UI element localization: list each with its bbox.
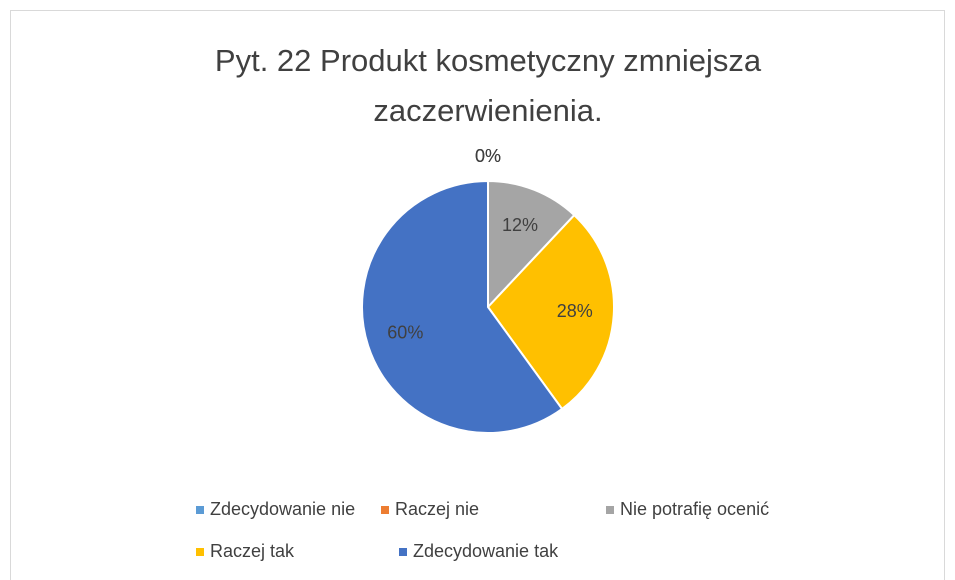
chart-title: zaczerwienienia. [373,93,602,128]
data-label: 28% [557,301,593,321]
data-label: 0% [475,146,501,166]
legend-marker [196,548,204,556]
chart-title: Pyt. 22 Produkt kosmetyczny zmniejsza [215,43,762,78]
legend-label: Raczej nie [395,499,479,519]
legend-label: Zdecydowanie nie [210,499,355,519]
chart-border [10,10,945,580]
legend-label: Zdecydowanie tak [413,541,559,561]
legend-marker [381,506,389,514]
legend-label: Nie potrafię ocenić [620,499,769,519]
legend-marker [196,506,204,514]
data-label: 60% [387,323,423,343]
legend-marker [399,548,407,556]
pie-slice [487,179,576,310]
pie-slice [361,179,564,434]
legend-label: Raczej tak [210,541,295,561]
legend-marker [606,506,614,514]
pie-slice [486,213,615,411]
data-label: 0% [475,146,501,166]
data-label: 12% [502,215,538,235]
